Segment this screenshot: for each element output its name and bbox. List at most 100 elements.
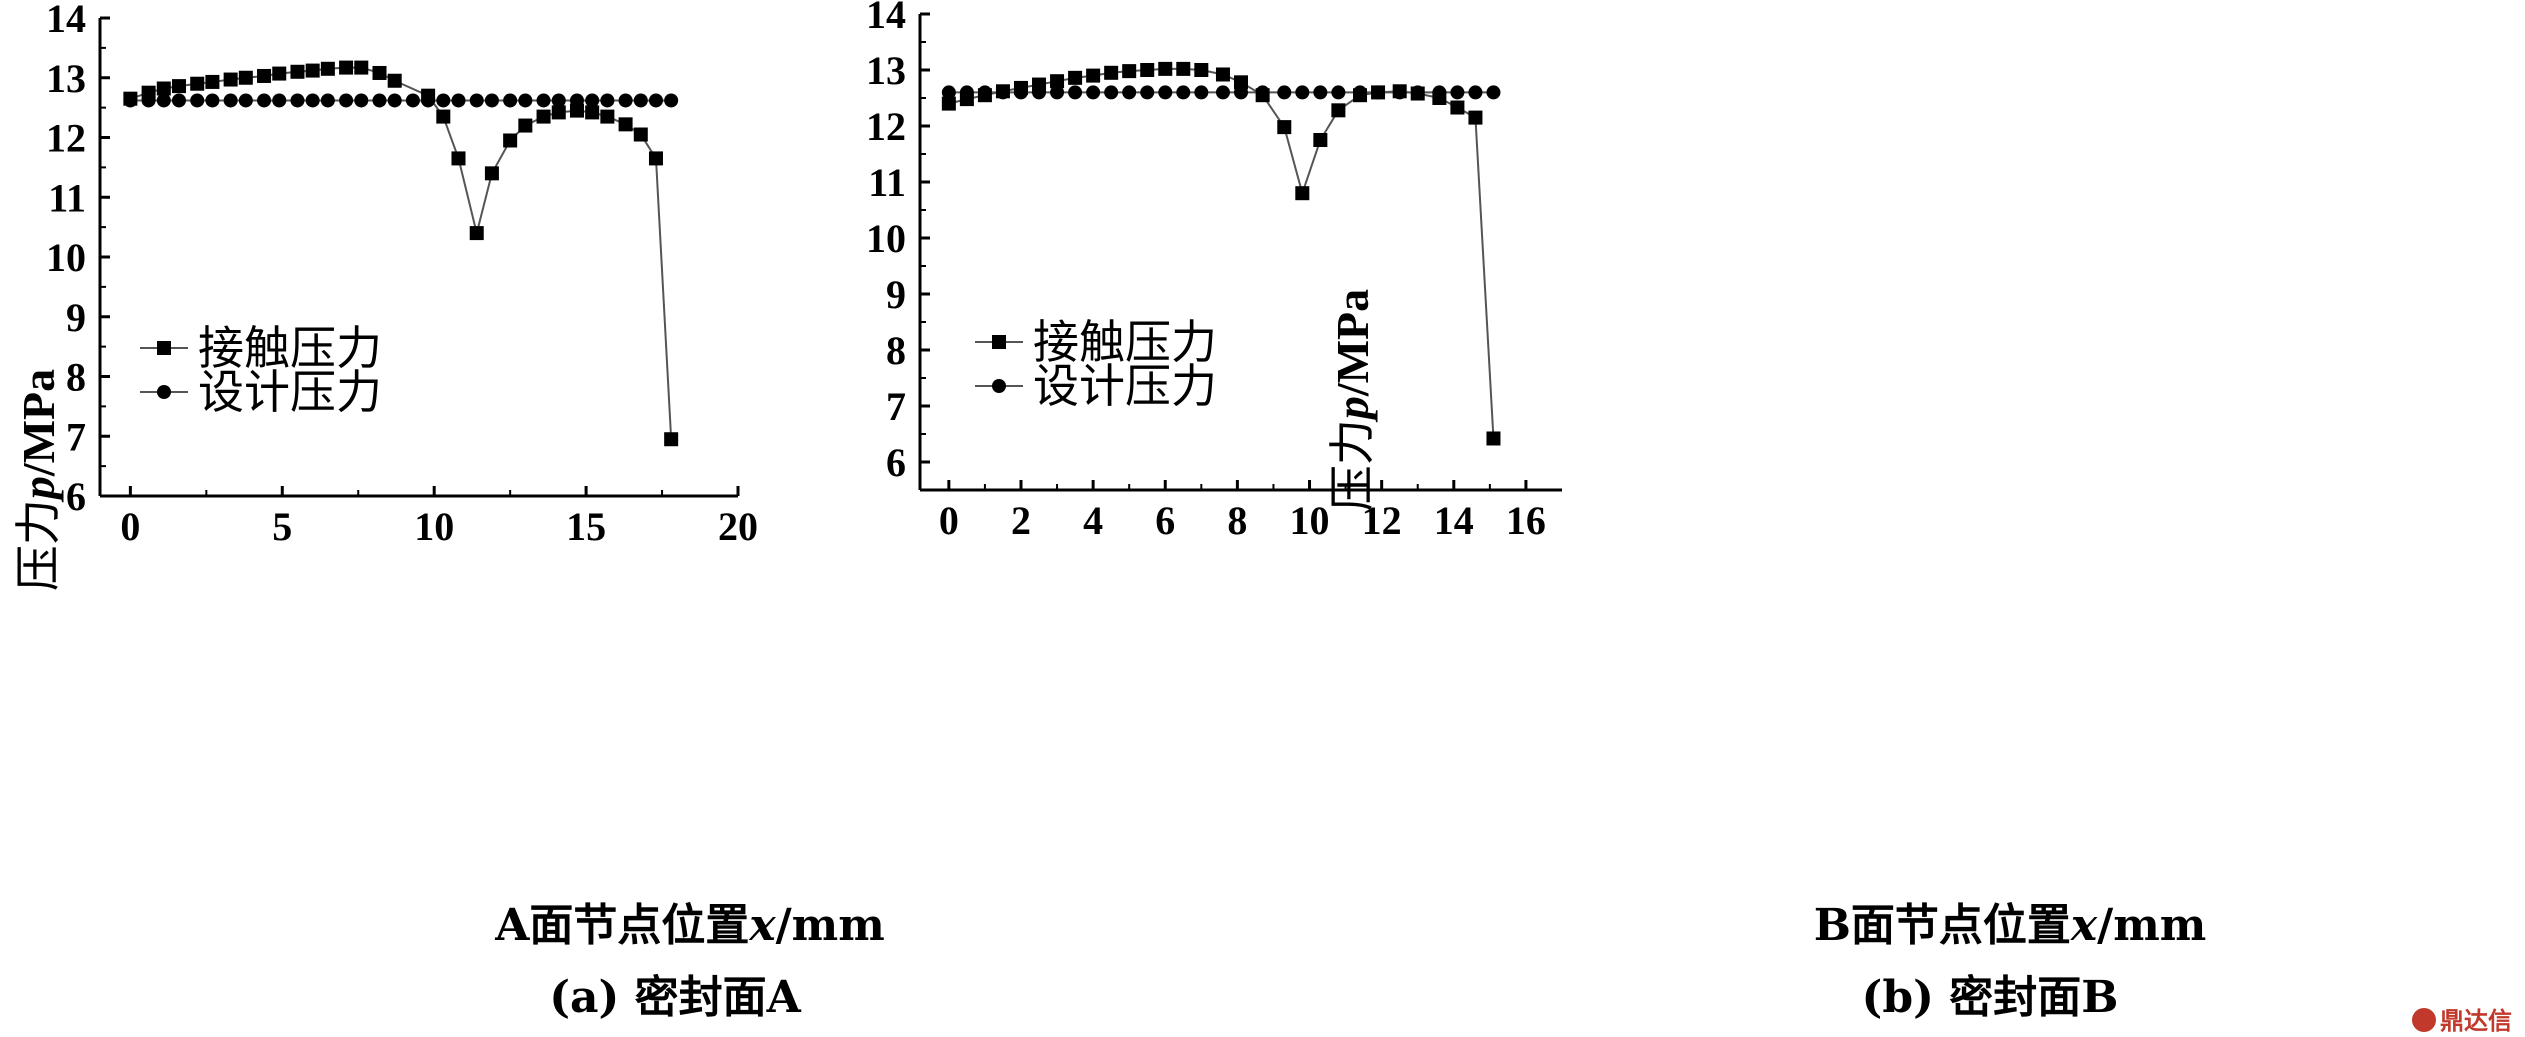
chart-a-legend-label: 设计压力 — [198, 365, 382, 419]
chart-b-design-pressure-point — [977, 85, 992, 100]
chart-a-legend-label: 接触压力 — [198, 321, 382, 375]
chart-b-x-tick-label: 6 — [1155, 498, 1175, 543]
chart-a-x-tick-label: 0 — [120, 504, 140, 549]
chart-b-design-pressure-point — [1158, 85, 1173, 100]
chart-b-y-tick-label: 11 — [868, 160, 906, 205]
chart-a-design-pressure-point — [354, 93, 369, 108]
chart-a-design-pressure-point — [141, 93, 156, 108]
chart-a-y-tick-label: 7 — [66, 414, 86, 459]
chart-b-tick-labels: 6 7 8 9 10 11 12 13 14 0 2 4 6 8 10 12 14 16 — [866, 0, 1546, 543]
chart-b-contact-pressure-point — [1050, 74, 1065, 89]
chart-a-contact-pressure-point — [156, 81, 171, 96]
chart-b-y-tick-label: 12 — [866, 104, 906, 149]
chart-b-design-pressure-point — [1104, 85, 1119, 100]
chart-a-contact-pressure-point — [436, 109, 451, 124]
chart-b-x-tick-label: 8 — [1227, 498, 1247, 543]
chart-b-contact-pressure-point — [1104, 65, 1119, 80]
chart-a-contact-pressure-point — [171, 79, 186, 94]
chart-a-legend-square-marker — [157, 341, 171, 355]
chart-b-contact-pressure-point — [1295, 186, 1310, 201]
chart-b-y-axis-label: 压力p/MPa — [1325, 289, 1379, 511]
chart-a-x-axis-label: A面节点位置x/mm — [494, 900, 885, 951]
chart-a-design-pressure-point — [484, 93, 499, 108]
chart-b-design-pressure-point — [1122, 85, 1137, 100]
chart-b-design-pressure-point — [1410, 85, 1425, 100]
chart-a-design-pressure-point — [536, 93, 551, 108]
chart-a-design-pressure-point — [272, 93, 287, 108]
chart-b-contact-pressure-point — [1158, 61, 1173, 76]
chart-b-design-pressure-point — [1255, 85, 1270, 100]
chart-a-y-tick-label: 6 — [66, 474, 86, 519]
chart-a-y-tick-label: 9 — [66, 295, 86, 340]
chart-b-legend-label: 设计压力 — [1033, 359, 1217, 413]
chart-b-design-pressure-point — [1468, 85, 1483, 100]
chart-a-contact-pressure-point — [664, 432, 679, 447]
chart-b-legend-square-marker — [992, 335, 1006, 349]
chart-a-x-tick-label: 5 — [272, 504, 292, 549]
chart-b-x-axis-label: B面节点位置x/mm — [1814, 900, 2207, 951]
chart-a-design-pressure-point — [469, 93, 484, 108]
chart-a-contact-pressure-point — [536, 109, 551, 124]
chart-b-contact-pressure-point — [1068, 70, 1083, 85]
chart-a-design-pressure-point — [190, 93, 205, 108]
chart-b-y-tick-label: 10 — [866, 216, 906, 261]
watermark-text: 鼎达信 — [2440, 1007, 2512, 1035]
chart-a-contact-pressure-point — [387, 73, 402, 88]
chart-b-x-tick-label: 10 — [1290, 498, 1330, 543]
chart-b-design-pressure-point — [1050, 85, 1065, 100]
watermark-badge-icon — [2412, 1008, 2436, 1032]
chart-b-design-pressure-point — [1486, 85, 1501, 100]
chart-a-contact-pressure-point — [600, 109, 615, 124]
chart-a-contact-pressure-point — [451, 151, 466, 166]
chart-b-contact-pressure-point — [1450, 100, 1465, 115]
chart-b-design-pressure-point — [995, 85, 1010, 100]
chart-a-contact-pressure-point — [257, 68, 272, 83]
chart-a-contact-pressure-point — [190, 76, 205, 91]
watermark-logo: 鼎达信 — [2412, 1007, 2512, 1035]
chart-a-y-tick-label: 10 — [46, 235, 86, 280]
chart-b-contact-pressure-point — [1313, 133, 1328, 147]
chart-b-y-tick-label: 13 — [866, 48, 906, 93]
chart-a-contact-pressure-point — [205, 74, 220, 89]
chart-a-contact-pressure-point — [569, 103, 584, 118]
chart-b-contact-pressure-point — [1215, 67, 1230, 82]
chart-b-design-pressure-point — [1392, 85, 1407, 100]
chart-b-contact-pressure-point — [1176, 61, 1191, 76]
chart-b-design-pressure-point — [941, 85, 956, 100]
chart-a-design-pressure-point — [387, 93, 402, 108]
chart-b-contact-pressure-point — [1086, 68, 1101, 83]
chart-b-contact-pressure-point — [1140, 63, 1155, 77]
chart-a-contact-pressure-point — [223, 72, 238, 87]
chart-a-contact-pressure-point — [585, 105, 600, 120]
chart-b-design-pressure-point — [1371, 85, 1386, 100]
chart-a-axes — [98, 16, 740, 498]
chart-b-design-pressure-point — [1032, 85, 1047, 100]
chart-a-design-pressure-point — [205, 93, 220, 108]
chart-a-design-pressure-point — [648, 93, 663, 108]
chart-b-design-pressure-point — [1295, 85, 1310, 100]
chart-b-design-pressure-point — [1215, 85, 1230, 100]
chart-a-contact-pressure-point — [290, 64, 305, 79]
chart-b-contact-pressure-point — [1331, 103, 1346, 118]
chart-a-contact-pressure-point — [503, 133, 518, 148]
chart-a-contact-pressure-point — [372, 65, 387, 80]
chart-a-design-pressure-point — [618, 93, 633, 108]
chart-a-caption: (a) 密封面A — [549, 972, 801, 1023]
chart-a-contact-pressure-point — [518, 118, 533, 133]
chart-b-contact-pressure-point — [1234, 75, 1248, 90]
chart-a-design-pressure-point — [633, 93, 648, 108]
chart-b-design-pressure-point — [1068, 85, 1083, 100]
chart-a-design-pressure-point — [551, 93, 566, 108]
chart-b-design-pressure-point — [1277, 85, 1292, 100]
chart-b-contact-pressure-point — [1122, 64, 1137, 79]
chart-b-contact-pressure-point — [941, 96, 956, 111]
chart-b-design-pressure-point — [1313, 85, 1328, 100]
chart-a-y-tick-label: 12 — [46, 116, 86, 161]
chart-a-design-pressure-point — [156, 93, 171, 108]
chart-b-y-tick-label: 7 — [886, 384, 906, 429]
chart-a-design-pressure-point — [290, 93, 305, 108]
chart-b-x-tick-label: 4 — [1083, 498, 1103, 543]
